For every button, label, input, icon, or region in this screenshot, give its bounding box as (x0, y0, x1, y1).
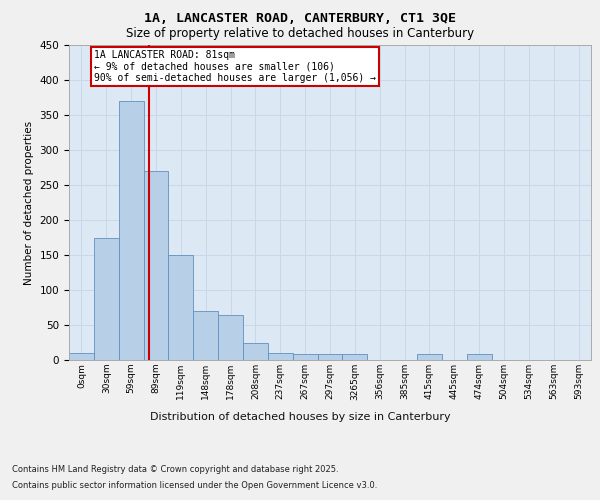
Text: Distribution of detached houses by size in Canterbury: Distribution of detached houses by size … (149, 412, 451, 422)
Y-axis label: Number of detached properties: Number of detached properties (24, 120, 34, 284)
Bar (169, 255, 193, 360)
Text: Size of property relative to detached houses in Canterbury: Size of property relative to detached ho… (126, 28, 474, 40)
Bar (119, 101, 143, 360)
Bar (243, 342, 268, 360)
Bar (343, 354, 367, 360)
Text: 1A LANCASTER ROAD: 81sqm
← 9% of detached houses are smaller (106)
90% of semi-d: 1A LANCASTER ROAD: 81sqm ← 9% of detache… (94, 50, 376, 83)
Bar (143, 171, 169, 360)
Bar (268, 353, 293, 360)
Text: Contains public sector information licensed under the Open Government Licence v3: Contains public sector information licen… (12, 480, 377, 490)
Text: 1A, LANCASTER ROAD, CANTERBURY, CT1 3QE: 1A, LANCASTER ROAD, CANTERBURY, CT1 3QE (144, 12, 456, 26)
Bar (94, 238, 119, 360)
Bar (317, 354, 343, 360)
Text: Contains HM Land Registry data © Crown copyright and database right 2025.: Contains HM Land Registry data © Crown c… (12, 466, 338, 474)
Bar (193, 311, 218, 360)
Bar (293, 354, 317, 360)
Bar (417, 354, 442, 360)
Bar (218, 314, 243, 360)
Bar (69, 353, 94, 360)
Bar (467, 354, 491, 360)
